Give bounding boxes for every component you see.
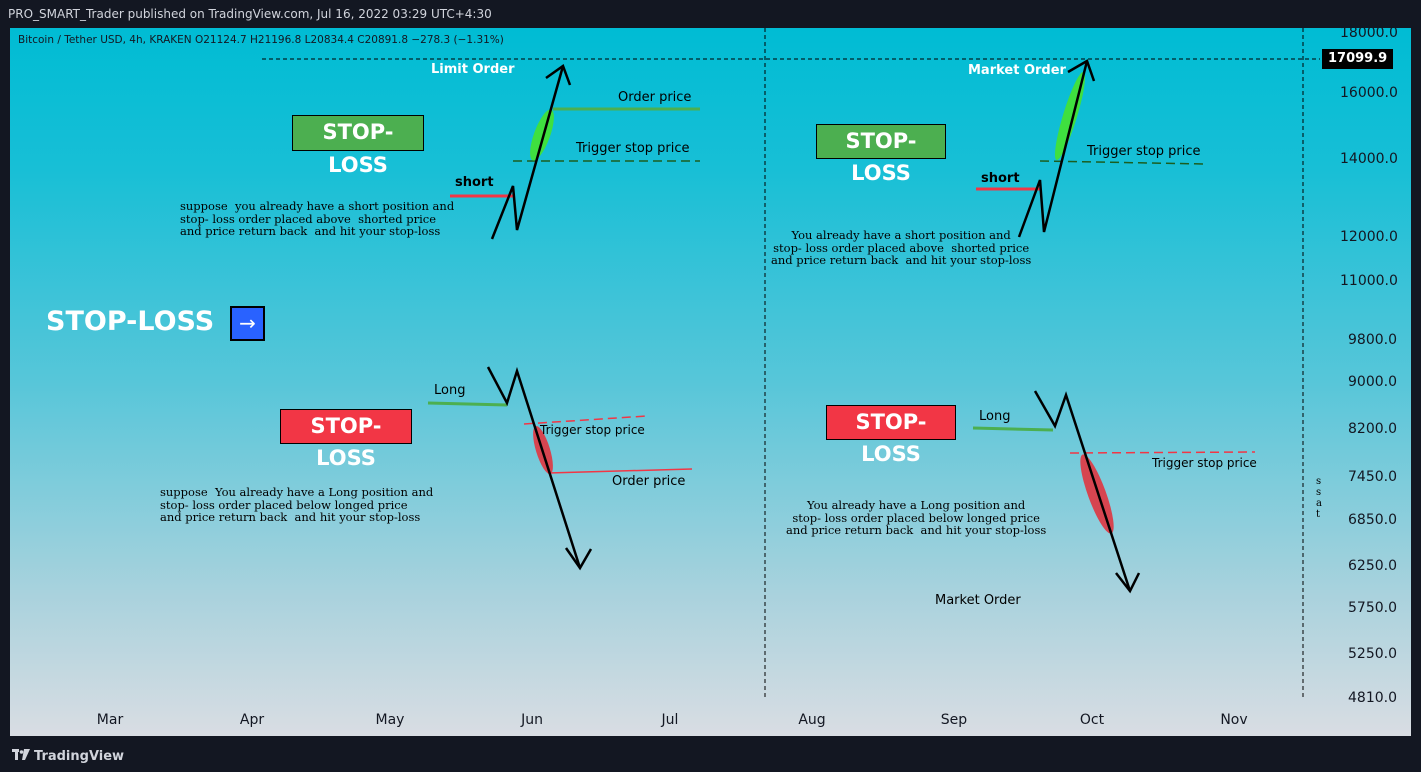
limit-order-title: Limit Order	[431, 62, 515, 77]
y-tick: 9800.0	[1348, 332, 1397, 348]
note-short-market: You already have a short position and st…	[771, 228, 1032, 267]
long-label: Long	[979, 409, 1011, 424]
price-path	[1017, 60, 1089, 238]
stop-loss-badge: STOP-LOSS	[280, 409, 412, 470]
y-tick: 5750.0	[1348, 600, 1397, 616]
trigger-price-label: Trigger stop price	[1152, 456, 1257, 470]
price-scale: 18000.0 16000.0 14000.0 12000.0 11000.0 …	[1340, 28, 1398, 706]
note-long-market: You already have a Long position and sto…	[786, 498, 1047, 537]
symbol-info: Bitcoin / Tether USD, 4h, KRAKEN O21124.…	[18, 34, 504, 46]
chart-area[interactable]: Bitcoin / Tether USD, 4h, KRAKEN O21124.…	[10, 28, 1411, 736]
stop-loss-badge: STOP-LOSS	[826, 405, 956, 466]
note-short-limit: suppose you already have a short positio…	[180, 199, 455, 238]
x-tick: Sep	[941, 712, 968, 728]
long-label: Long	[434, 383, 466, 398]
publisher-info: PRO_SMART_Trader published on TradingVie…	[8, 7, 492, 21]
order-price-label: Order price	[612, 474, 686, 489]
y-tick: 6850.0	[1348, 512, 1397, 528]
tradingview-brand[interactable]: TradingView	[12, 748, 124, 764]
note-long-limit: suppose You already have a Long position…	[160, 485, 434, 524]
arrow-head	[1067, 59, 1096, 82]
y-tick: 6250.0	[1348, 558, 1397, 574]
price-path	[1033, 390, 1132, 592]
partial-edge-text: s s a t	[1316, 476, 1322, 520]
trigger-price-line	[1069, 451, 1256, 454]
price-path	[490, 65, 565, 240]
order-price-label: Order price	[618, 90, 692, 105]
y-tick: 8200.0	[1348, 421, 1397, 437]
short-label: short	[455, 175, 494, 190]
fill-zone	[1054, 71, 1086, 161]
market-order-label: Market Order	[935, 593, 1021, 608]
arrow-head	[1115, 572, 1141, 594]
market-order-title: Market Order	[968, 63, 1066, 78]
y-tick: 4810.0	[1348, 690, 1397, 706]
y-tick: 11000.0	[1340, 273, 1398, 289]
long-entry-line	[427, 401, 508, 407]
trigger-price-label: Trigger stop price	[576, 141, 690, 156]
trigger-price-label: Trigger stop price	[1087, 144, 1201, 159]
footer: TradingView	[0, 740, 1421, 772]
x-tick: Jul	[661, 712, 679, 728]
short-label: short	[981, 171, 1020, 186]
x-tick: Apr	[240, 712, 264, 728]
x-tick: Mar	[97, 712, 124, 728]
price-path	[486, 366, 582, 569]
x-tick: Nov	[1220, 712, 1247, 728]
y-tick: 12000.0	[1340, 229, 1398, 245]
y-tick: 16000.0	[1340, 85, 1398, 101]
trigger-price-line	[1039, 160, 1206, 165]
current-price-tag: 17099.9	[1322, 49, 1394, 69]
order-price-line	[547, 468, 693, 474]
stop-loss-badge: STOP-LOSS	[292, 115, 424, 177]
trigger-price-label: Trigger stop price	[540, 423, 645, 437]
fill-zone	[1080, 454, 1114, 534]
tradingview-label: TradingView	[34, 749, 125, 764]
chart-svg: 18000.0 16000.0 14000.0 12000.0 11000.0 …	[97, 28, 1398, 728]
arrow-head	[545, 64, 572, 86]
time-axis: Mar Apr May Jun Jul Aug Sep Oct Nov	[97, 712, 1248, 728]
y-tick: 7450.0	[1348, 469, 1397, 485]
stop-loss-badge: STOP-LOSS	[816, 124, 946, 185]
stop-loss-heading: STOP-LOSS	[46, 306, 215, 337]
y-tick: 5250.0	[1348, 646, 1397, 662]
x-tick: Jun	[520, 712, 543, 728]
x-tick: Oct	[1080, 712, 1105, 728]
y-tick: 9000.0	[1348, 374, 1397, 390]
y-tick: 18000.0	[1340, 28, 1398, 41]
trigger-price-line	[523, 415, 648, 425]
x-tick: May	[376, 712, 405, 728]
tradingview-logo-icon	[12, 748, 30, 763]
arrow-right-icon: →	[230, 306, 265, 341]
y-tick: 14000.0	[1340, 151, 1398, 167]
x-tick: Aug	[798, 712, 825, 728]
long-entry-line	[972, 426, 1054, 432]
fill-zone	[530, 109, 554, 161]
arrow-head	[564, 547, 593, 571]
